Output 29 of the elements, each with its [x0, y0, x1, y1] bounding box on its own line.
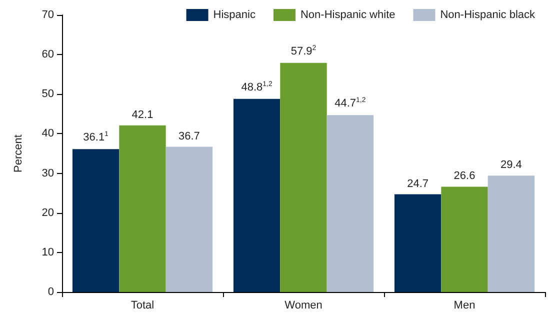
bar — [394, 194, 442, 292]
x-tick-label: Women — [284, 300, 322, 312]
bar — [72, 149, 120, 292]
y-tick-label: 0 — [48, 286, 54, 298]
y-tick-label: 10 — [42, 246, 54, 258]
legend-label: Non-Hispanic white — [300, 9, 396, 21]
y-tick-label: 20 — [42, 206, 54, 219]
data-label: 42.1 — [132, 108, 154, 121]
x-tick-label: Men — [454, 300, 476, 312]
legend-label: Non-Hispanic black — [440, 9, 536, 21]
bar — [280, 62, 327, 292]
y-tick-label: 30 — [42, 167, 54, 180]
data-label: 26.6 — [454, 170, 476, 182]
data-label: 29.4 — [500, 159, 522, 172]
bar — [441, 186, 488, 292]
y-tick-label: 50 — [42, 88, 54, 100]
bar — [233, 98, 280, 292]
bar — [326, 115, 374, 292]
data-label: 36.7 — [178, 130, 200, 142]
legend-label: Hispanic — [213, 9, 256, 21]
bar — [119, 125, 166, 292]
bar — [166, 146, 213, 292]
y-tick-label: 40 — [42, 128, 54, 140]
x-tick-label: Total — [130, 300, 154, 312]
y-tick-label: 70 — [42, 9, 54, 21]
y-tick-label: 60 — [42, 48, 54, 61]
bar — [488, 176, 535, 292]
data-label: 24.7 — [407, 178, 429, 190]
y-axis-title: Percent — [12, 134, 24, 172]
